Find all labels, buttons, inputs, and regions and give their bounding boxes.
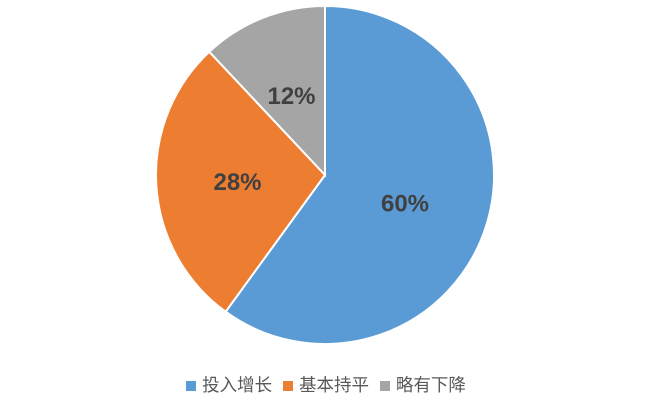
- svg-text:12%: 12%: [267, 83, 315, 110]
- svg-text:28%: 28%: [213, 169, 261, 196]
- svg-text:60%: 60%: [381, 190, 429, 217]
